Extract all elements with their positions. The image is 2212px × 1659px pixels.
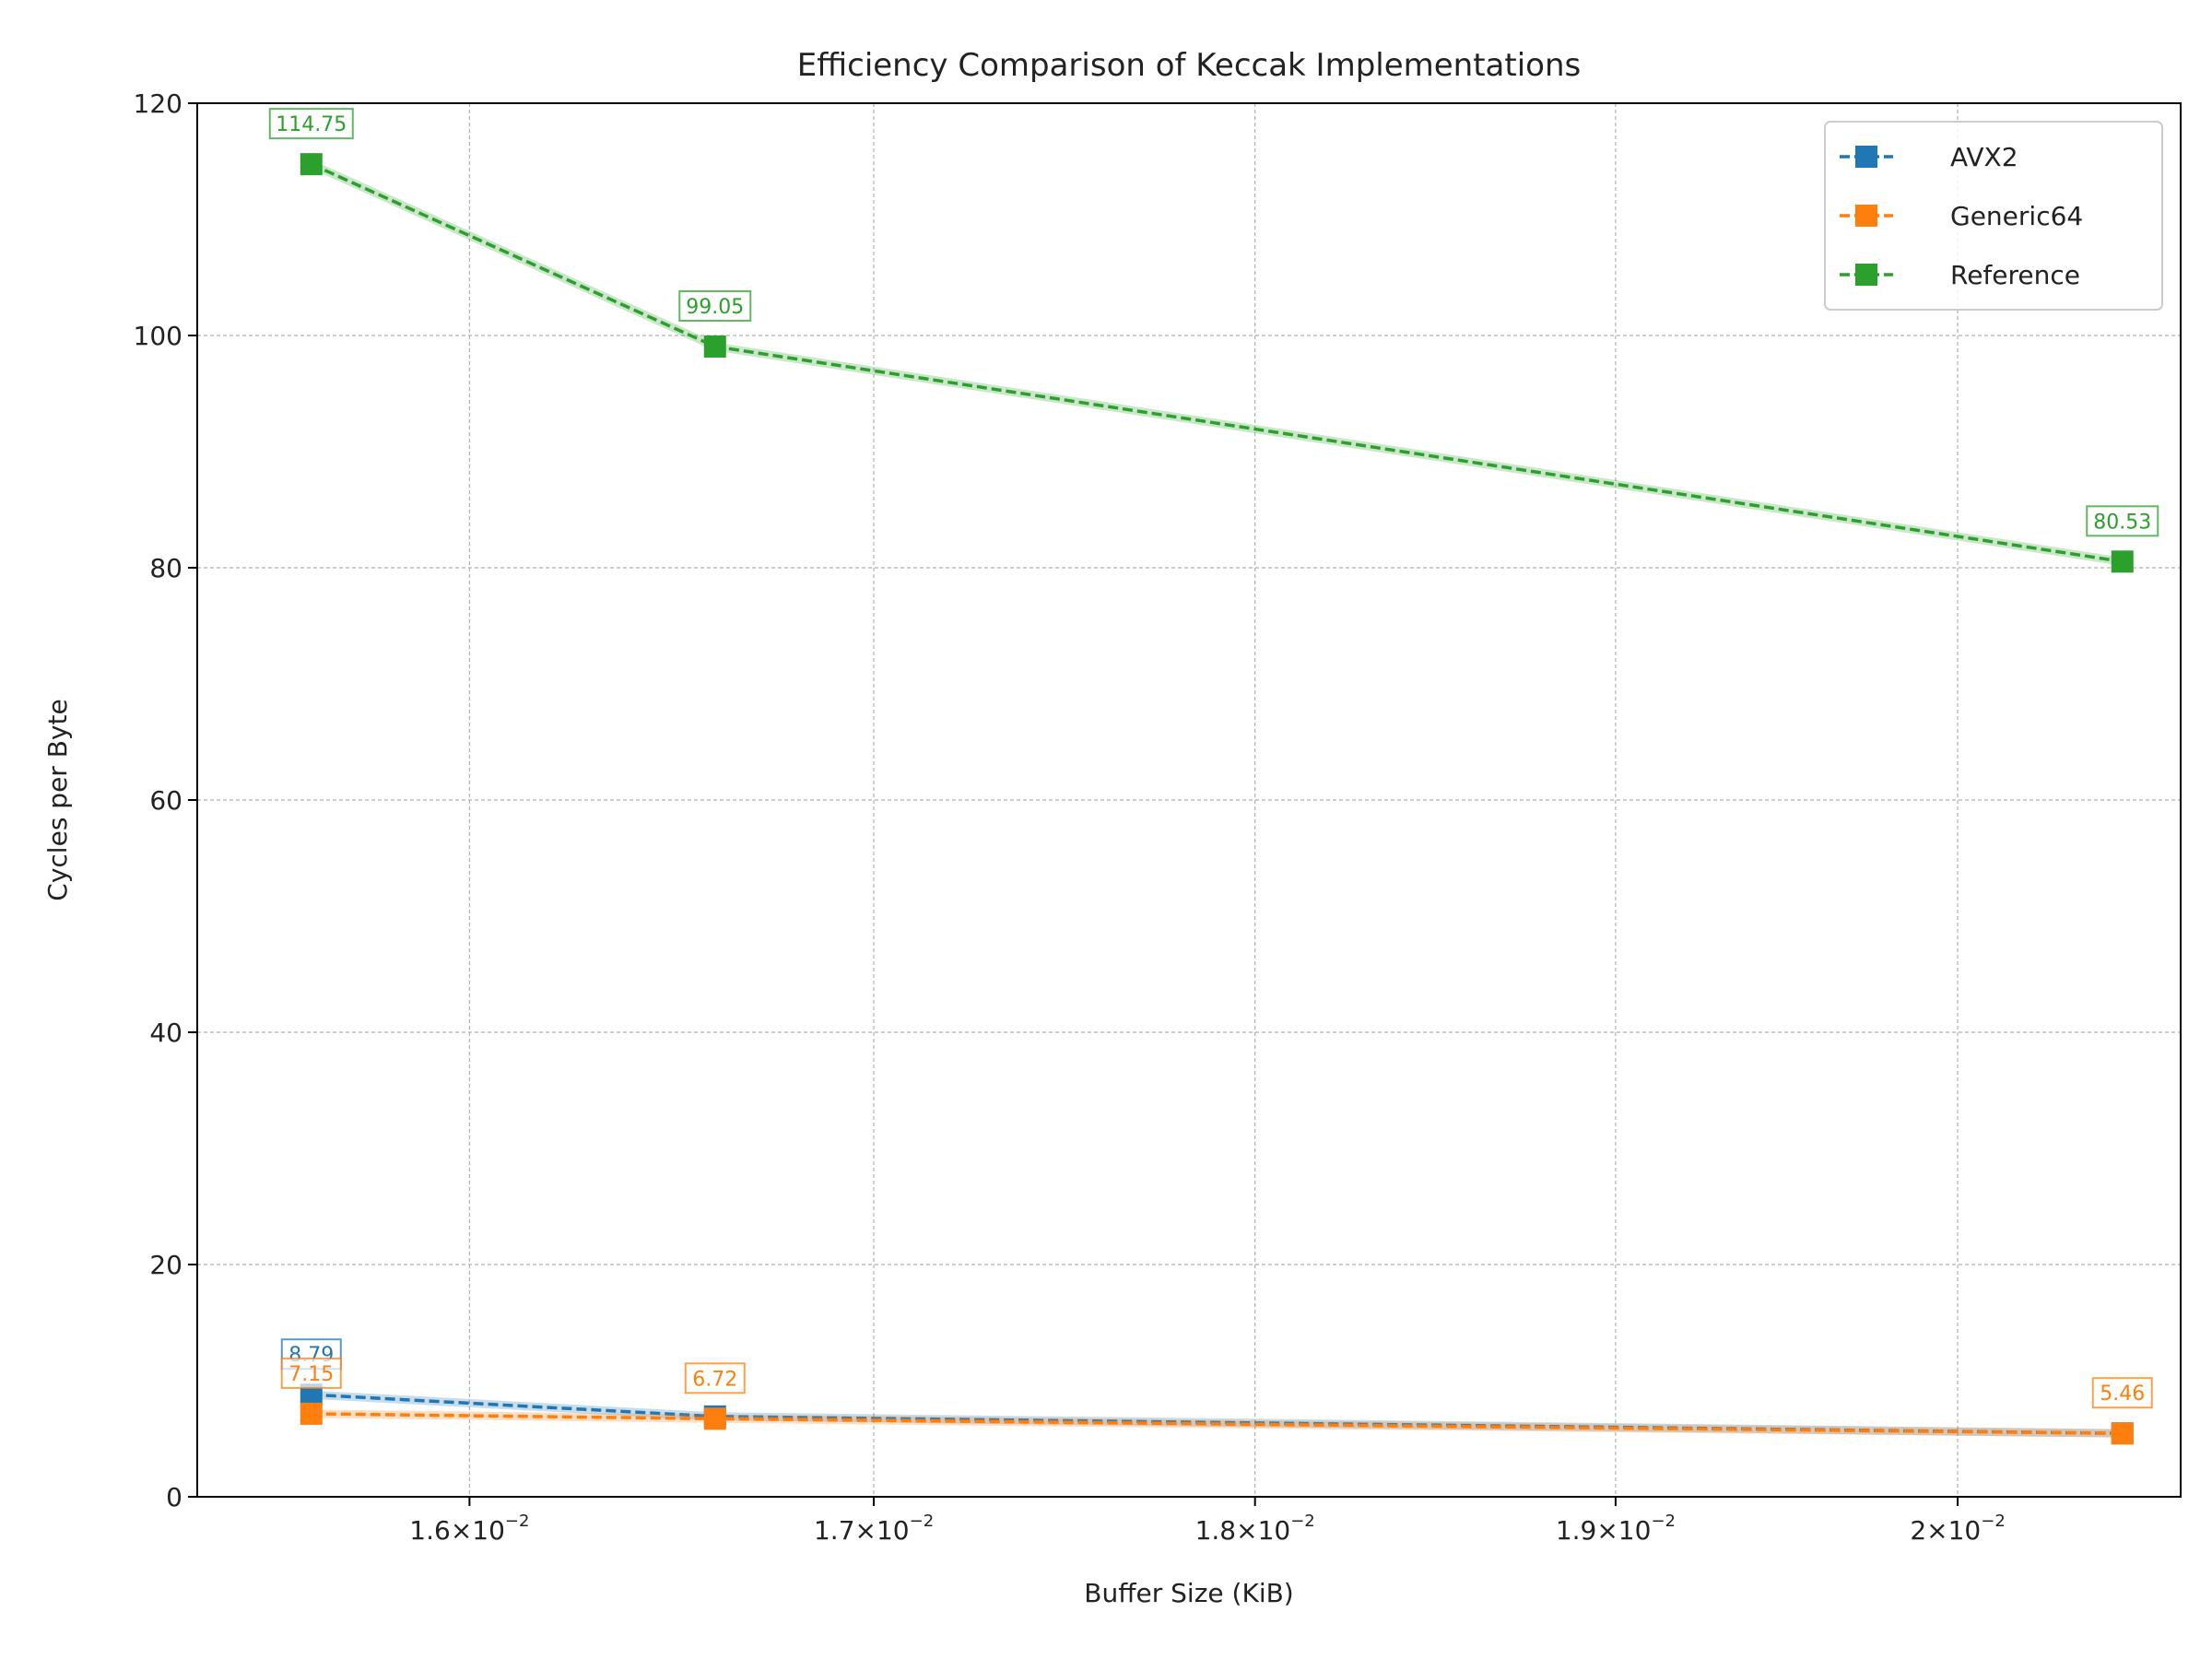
data-label: 114.75 <box>268 108 354 140</box>
series-reference: 114.75 99.05 80.53 <box>268 108 2159 573</box>
x-tick-exponent: −2 <box>1290 1512 1315 1531</box>
data-label-box <box>2086 505 2159 537</box>
data-label-text: 5.46 <box>2100 1382 2145 1406</box>
x-tick-mantissa: 1.9 <box>1556 1515 1597 1546</box>
x-tick-label: 1.6×10−2 <box>409 1512 529 1546</box>
data-label: 80.53 <box>2086 505 2159 537</box>
data-label: 7.15 <box>280 1357 342 1389</box>
x-tick-times: ×10 <box>855 1515 910 1546</box>
x-tick-text: 1.8×10−2 <box>1195 1512 1315 1546</box>
data-point <box>300 153 323 176</box>
legend-label: AVX2 <box>1950 142 2018 172</box>
legend-item-reference: Reference <box>1840 260 2080 290</box>
x-tick-text: 1.6×10−2 <box>409 1512 529 1546</box>
data-label-box <box>280 1357 342 1389</box>
legend-item-generic64: Generic64 <box>1840 201 2083 231</box>
data-label-text: 7.15 <box>288 1363 334 1386</box>
y-tick-label: 40 <box>149 1018 182 1048</box>
x-tick-label: 2×10−2 <box>1910 1512 2005 1546</box>
series-line <box>311 1412 2123 1435</box>
data-label-text: 114.75 <box>276 113 347 136</box>
x-tick-mantissa: 1.6 <box>409 1515 451 1546</box>
data-label-box <box>2091 1377 2153 1409</box>
x-tick-exponent: −2 <box>910 1512 935 1531</box>
x-tick-times: ×10 <box>1236 1515 1290 1546</box>
series-generic64: 7.15 6.72 5.46 <box>280 1357 2153 1445</box>
x-axis-label: Buffer Size (KiB) <box>1084 1578 1293 1608</box>
y-tick-label: 80 <box>149 553 182 583</box>
data-label-box <box>268 108 354 140</box>
x-tick-exponent: −2 <box>1651 1512 1676 1531</box>
legend-item-avx2: AVX2 <box>1840 142 2018 172</box>
x-tick-mantissa: 1.8 <box>1195 1515 1237 1546</box>
y-tick-label: 0 <box>166 1482 182 1512</box>
legend-marker <box>1855 146 1877 168</box>
data-point <box>703 1407 726 1430</box>
data-label: 6.72 <box>684 1362 746 1394</box>
y-axis: 0 20 40 60 80 100 120 <box>134 88 197 1512</box>
x-tick-label: 1.8×10−2 <box>1195 1512 1315 1546</box>
x-tick-text: 1.9×10−2 <box>1556 1512 1676 1546</box>
data-point <box>703 335 726 358</box>
x-tick-exponent: −2 <box>1981 1512 2006 1531</box>
y-tick-label: 20 <box>149 1250 182 1280</box>
data-label: 99.05 <box>678 289 752 322</box>
legend-label: Generic64 <box>1950 201 2083 231</box>
data-label-box <box>678 289 752 322</box>
y-tick-label: 100 <box>134 321 182 351</box>
x-tick-times: ×10 <box>1926 1515 1981 1546</box>
x-tick-text: 1.7×10−2 <box>814 1512 934 1546</box>
data-label-text: 80.53 <box>2093 511 2151 534</box>
data-label-text: 6.72 <box>692 1368 737 1391</box>
legend: AVX2 Generic64 Reference <box>1824 121 2163 311</box>
data-point <box>2111 1422 2134 1445</box>
chart-title: Efficiency Comparison of Keccak Implemen… <box>797 47 1581 84</box>
y-tick-label: 60 <box>149 785 182 816</box>
y-tick-label: 120 <box>134 88 182 119</box>
x-axis: 1.6×10−2 1.7×10−2 1.8×10−2 1.9×10−2 2×10−2 <box>409 1497 2006 1546</box>
x-tick-times: ×10 <box>1596 1515 1651 1546</box>
data-label-box <box>684 1362 746 1394</box>
x-tick-exponent: −2 <box>505 1512 530 1531</box>
x-tick-mantissa: 2 <box>1910 1515 1926 1546</box>
data-point <box>2111 550 2134 573</box>
data-point <box>300 1402 323 1425</box>
legend-marker <box>1855 205 1877 227</box>
y-axis-label: Cycles per Byte <box>42 699 73 900</box>
x-tick-times: ×10 <box>451 1515 505 1546</box>
grid <box>197 102 2181 1498</box>
x-tick-mantissa: 1.7 <box>814 1515 855 1546</box>
x-tick-text: 2×10−2 <box>1910 1512 2005 1546</box>
legend-label: Reference <box>1950 260 2080 290</box>
legend-marker <box>1855 264 1877 286</box>
legend-box <box>1824 121 2163 311</box>
x-tick-label: 1.7×10−2 <box>814 1512 934 1546</box>
data-label-text: 99.05 <box>686 296 744 319</box>
data-label: 5.46 <box>2091 1377 2153 1409</box>
x-tick-label: 1.9×10−2 <box>1556 1512 1676 1546</box>
